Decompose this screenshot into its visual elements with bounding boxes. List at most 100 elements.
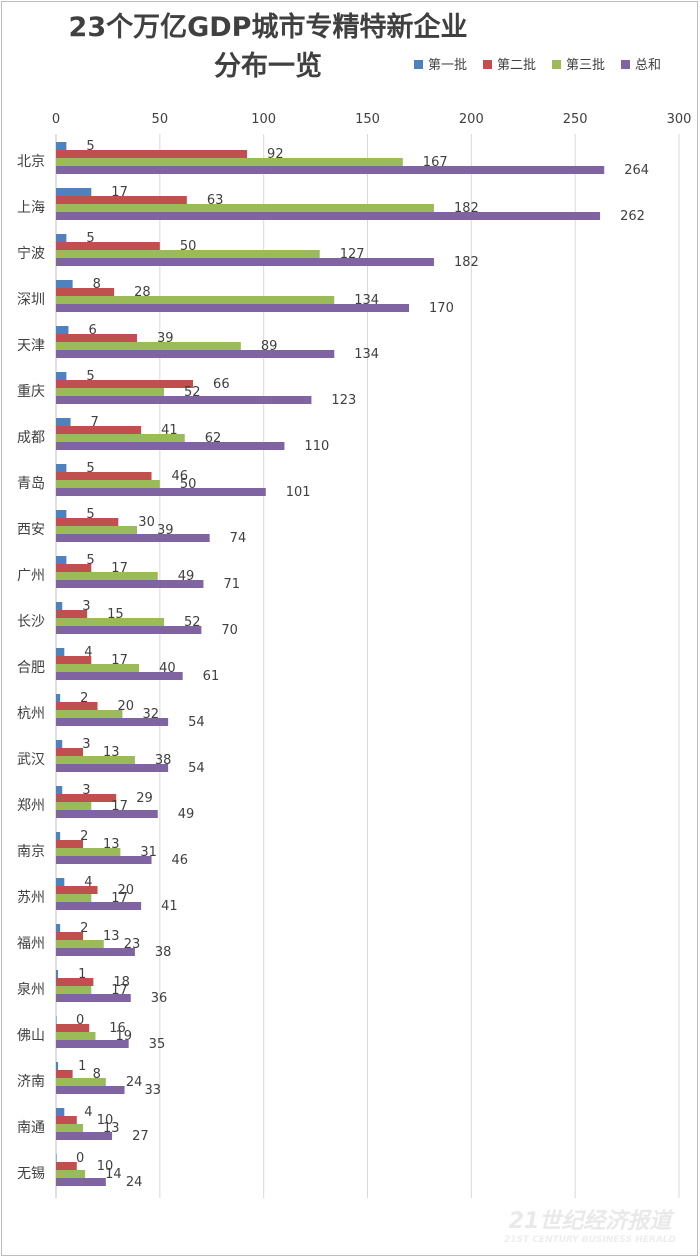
bar-s1-3	[56, 234, 67, 242]
x-axis-ticks: 0 50 100 150 200 250 300	[52, 112, 692, 127]
bar-s1-15	[56, 786, 63, 794]
data-label-s4-6: 123	[331, 393, 356, 408]
category-label-3: 宁波	[17, 245, 45, 262]
category-label-14: 武汉	[17, 752, 45, 768]
data-label-s2-3: 50	[180, 239, 197, 254]
bar-s2-17	[56, 886, 98, 894]
data-label-s2-1: 92	[267, 147, 284, 162]
data-label-s3-16: 31	[140, 845, 157, 860]
bar-s3-5	[56, 342, 241, 350]
data-label-s2-7: 41	[161, 423, 178, 438]
legend-swatch-3	[552, 60, 561, 69]
bar-s4-9	[56, 534, 210, 542]
legend-swatch-2	[483, 60, 492, 69]
data-label-s3-22: 13	[103, 1121, 120, 1136]
chart-title-line-2: 分布一览	[214, 50, 322, 82]
data-label-s2-6: 66	[213, 377, 230, 392]
bar-s1-22	[56, 1108, 65, 1116]
bar-s4-22	[56, 1132, 113, 1140]
data-label-s2-5: 39	[157, 331, 174, 346]
data-label-s1-19: 1	[78, 967, 86, 982]
bar-s3-22	[56, 1124, 83, 1132]
category-label-18: 福州	[17, 936, 45, 952]
category-label-11: 长沙	[17, 614, 45, 630]
bar-s3-4	[56, 296, 335, 304]
bar-s2-19	[56, 978, 94, 986]
bar-s4-11	[56, 626, 202, 634]
bar-s4-7	[56, 442, 285, 450]
category-label-17: 苏州	[17, 890, 45, 906]
legend: 第一批 第二批 第三批 总和	[414, 58, 661, 73]
data-label-s3-6: 52	[184, 385, 201, 400]
data-label-s2-11: 15	[107, 607, 124, 622]
watermark-logo-text: 21世纪经济报道	[509, 1208, 676, 1234]
bar-s2-18	[56, 932, 83, 940]
data-label-s3-19: 17	[111, 983, 128, 998]
data-label-s2-23: 10	[97, 1159, 114, 1174]
data-label-s3-13: 32	[142, 707, 159, 722]
data-label-s3-1: 167	[423, 155, 448, 170]
bar-s3-9	[56, 526, 137, 534]
bar-s3-10	[56, 572, 158, 580]
bar-s3-12	[56, 664, 140, 672]
category-label-21: 济南	[17, 1074, 45, 1090]
data-label-s1-4: 8	[93, 277, 101, 292]
bar-s4-5	[56, 350, 335, 358]
data-label-s1-22: 4	[84, 1105, 92, 1120]
bar-s3-15	[56, 802, 92, 810]
category-label-20: 佛山	[17, 1028, 45, 1044]
data-label-s2-17: 20	[118, 883, 135, 898]
bar-s3-7	[56, 434, 185, 442]
data-label-s2-22: 10	[97, 1113, 114, 1128]
category-label-12: 合肥	[17, 660, 45, 676]
data-label-s2-4: 28	[134, 285, 151, 300]
category-labels: 北京上海宁波深圳天津重庆成都青岛西安广州长沙合肥杭州武汉郑州南京苏州福州泉州佛山…	[17, 154, 45, 1182]
bar-s2-6	[56, 380, 194, 388]
data-label-s3-18: 23	[124, 937, 141, 952]
bar-s2-1	[56, 150, 248, 158]
bar-s2-9	[56, 518, 119, 526]
data-label-s1-14: 3	[82, 737, 90, 752]
bar-s3-18	[56, 940, 104, 948]
bar-s4-4	[56, 304, 410, 312]
category-label-19: 泉州	[17, 981, 45, 998]
bar-s1-19	[56, 970, 59, 978]
bar-s1-10	[56, 556, 67, 564]
data-label-s3-21: 24	[126, 1075, 143, 1090]
data-label-s2-16: 13	[103, 837, 120, 852]
bars	[56, 142, 605, 1186]
bar-s1-2	[56, 188, 92, 196]
x-tick-label-100: 100	[251, 112, 276, 127]
bar-s3-8	[56, 480, 160, 488]
legend-label-1: 第一批	[428, 58, 467, 73]
data-label-s2-12: 17	[111, 653, 128, 668]
bar-s4-16	[56, 856, 152, 864]
data-label-s4-19: 36	[151, 991, 168, 1006]
bar-s4-23	[56, 1178, 106, 1186]
bar-s4-19	[56, 994, 131, 1002]
data-label-s4-21: 33	[145, 1083, 162, 1098]
category-label-5: 天津	[17, 338, 45, 354]
category-label-4: 深圳	[17, 292, 45, 308]
data-label-s4-9: 74	[230, 531, 247, 546]
bar-s4-15	[56, 810, 158, 818]
chart-title-line-1: 23个万亿GDP城市专精特新企业	[69, 11, 468, 43]
data-label-s1-6: 5	[86, 369, 94, 384]
data-label-s4-8: 101	[286, 485, 311, 500]
bar-s4-6	[56, 396, 312, 404]
bar-s2-20	[56, 1024, 90, 1032]
data-label-s1-11: 3	[82, 599, 90, 614]
bar-s4-1	[56, 166, 605, 174]
data-label-s4-14: 54	[188, 761, 205, 776]
data-label-s1-5: 6	[88, 323, 96, 338]
bar-s3-19	[56, 986, 92, 994]
data-label-s4-3: 182	[454, 255, 479, 270]
category-label-8: 青岛	[17, 476, 45, 492]
data-label-s2-2: 63	[207, 193, 224, 208]
bar-s3-20	[56, 1032, 96, 1040]
category-label-13: 杭州	[17, 706, 45, 722]
bar-s2-14	[56, 748, 83, 756]
bar-s1-20	[56, 1016, 57, 1024]
bar-s4-13	[56, 718, 169, 726]
